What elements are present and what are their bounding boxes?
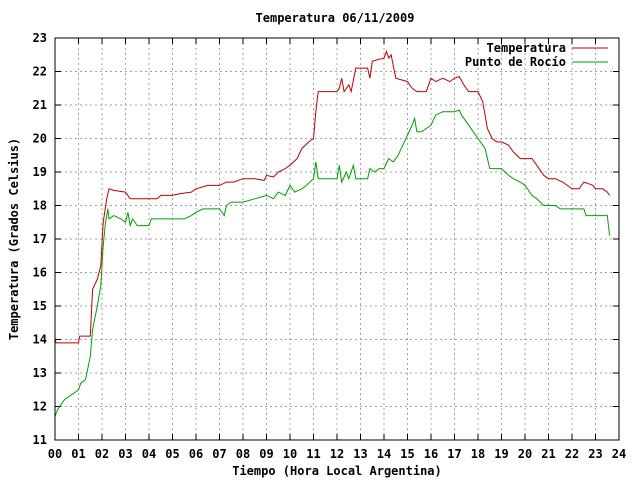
x-tick-label-01: 01 [71,447,85,461]
x-tick-label-05: 05 [165,447,179,461]
x-tick-label-21: 21 [541,447,555,461]
x-tick-label-13: 13 [353,447,367,461]
x-tick-label-04: 04 [142,447,156,461]
x-tick-label-03: 03 [118,447,132,461]
data-series [54,49,611,417]
legend-label-0: Temperatura [487,41,566,55]
x-tick-label-00: 00 [48,447,62,461]
x-tick-label-11: 11 [306,447,320,461]
y-tick-label-22: 22 [33,65,47,79]
x-tick-label-06: 06 [189,447,203,461]
y-tick-label-20: 20 [33,132,47,146]
x-tick-label-24: 24 [612,447,626,461]
y-tick-label-15: 15 [33,299,47,313]
y-tick-label-23: 23 [33,31,47,45]
legend-label-1: Punto de Rocío [465,55,566,69]
x-tick-label-15: 15 [400,447,414,461]
x-tick-label-18: 18 [471,447,485,461]
y-axis-label: Temperatura (Grados Celsius) [7,138,21,340]
series-line-0 [54,49,611,344]
x-tick-label-12: 12 [330,447,344,461]
x-tick-label-16: 16 [424,447,438,461]
x-tick-label-20: 20 [518,447,532,461]
chart-title: Temperatura 06/11/2009 [256,11,415,25]
y-tick-label-18: 18 [33,199,47,213]
y-axis-ticks: 11 12 13 14 15 16 17 18 19 20 21 22 23 [33,31,619,447]
y-tick-label-19: 19 [33,165,47,179]
x-tick-label-14: 14 [377,447,391,461]
x-tick-label-19: 19 [494,447,508,461]
x-tick-label-22: 22 [565,447,579,461]
y-tick-label-16: 16 [33,266,47,280]
x-tick-label-17: 17 [447,447,461,461]
plot-frame [54,37,620,441]
grid-lines [55,38,619,440]
x-axis-ticks: 00 01 02 03 04 05 06 07 08 09 10 11 12 13 14 15 16 17 18 19… [48,38,626,461]
x-tick-label-08: 08 [236,447,250,461]
y-tick-label-11: 11 [33,433,47,447]
y-tick-label-13: 13 [33,366,47,380]
y-tick-label-12: 12 [33,400,47,414]
x-tick-label-02: 02 [95,447,109,461]
x-tick-label-10: 10 [283,447,297,461]
series-line-1 [54,109,611,417]
x-tick-label-23: 23 [588,447,602,461]
y-tick-label-17: 17 [33,232,47,246]
y-tick-label-21: 21 [33,98,47,112]
x-tick-label-07: 07 [212,447,226,461]
x-tick-label-09: 09 [259,447,273,461]
y-tick-label-14: 14 [33,333,47,347]
x-axis-label: Tiempo (Hora Local Argentina) [232,464,442,478]
